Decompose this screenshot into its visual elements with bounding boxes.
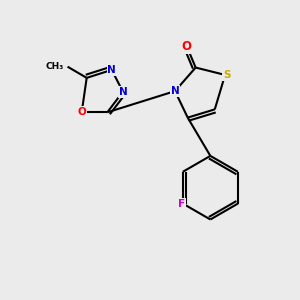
Text: N: N — [171, 86, 179, 96]
Text: S: S — [223, 70, 230, 80]
Text: N: N — [118, 87, 127, 97]
Text: O: O — [77, 107, 86, 117]
Text: O: O — [182, 40, 192, 53]
Text: F: F — [178, 199, 185, 208]
Text: CH₃: CH₃ — [46, 62, 64, 71]
Text: N: N — [107, 65, 116, 75]
